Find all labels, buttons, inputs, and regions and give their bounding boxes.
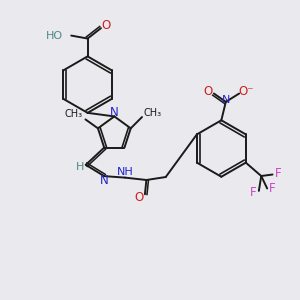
Text: CH₃: CH₃ (143, 108, 162, 118)
Text: O: O (203, 85, 213, 98)
Text: H: H (76, 162, 84, 172)
Text: NH: NH (117, 167, 134, 177)
Text: CH₃: CH₃ (65, 109, 83, 119)
Text: N: N (222, 95, 230, 105)
Text: F: F (250, 186, 257, 199)
Text: F: F (274, 167, 281, 179)
Text: N: N (110, 106, 119, 119)
Text: N: N (100, 174, 109, 187)
Text: HO: HO (46, 31, 63, 40)
Text: O: O (134, 191, 144, 204)
Text: F: F (269, 182, 276, 195)
Text: O⁻: O⁻ (239, 85, 254, 98)
Text: O: O (102, 19, 111, 32)
